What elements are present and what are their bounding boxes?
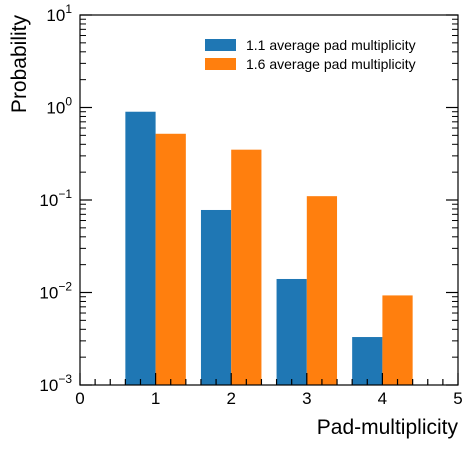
y-tick-label: 100 [46,95,72,118]
bar-series2-x2 [231,149,262,385]
x-tick-label: 3 [302,389,311,408]
x-tick-label: 1 [151,389,160,408]
x-tick-label: 0 [75,389,84,408]
legend-label: 1.1 average pad multiplicity [246,37,416,53]
x-tick-label: 5 [453,389,462,408]
bar-series1-x1 [125,111,156,385]
bar-series1-x4 [352,337,383,385]
x-tick-label: 4 [378,389,387,408]
bar-series1-x2 [200,209,232,385]
x-axis-title: Pad-multiplicity [317,416,459,439]
bar-series1-x3 [276,278,307,385]
bar-series2-x1 [155,133,186,385]
legend-swatch [205,58,236,70]
y-axis-title: Probability [8,15,31,114]
y-tick-label: 101 [46,2,72,25]
bars-layer [125,111,413,385]
legend-label: 1.6 average pad multiplicity [246,56,416,72]
y-tick-label: 10−2 [39,280,72,303]
legend: 1.1 average pad multiplicity 1.6 average … [205,37,416,72]
x-tick-label: 2 [226,389,235,408]
y-tick-label: 10−1 [39,187,72,210]
legend-swatch [205,39,236,51]
ticks-layer: 0 1 2 3 4 5 10−3 10−2 10−1 100 101 [39,2,462,408]
bar-series2-x4 [382,295,413,385]
y-tick-label: 10−3 [39,372,72,395]
bar-series2-x3 [306,196,338,385]
